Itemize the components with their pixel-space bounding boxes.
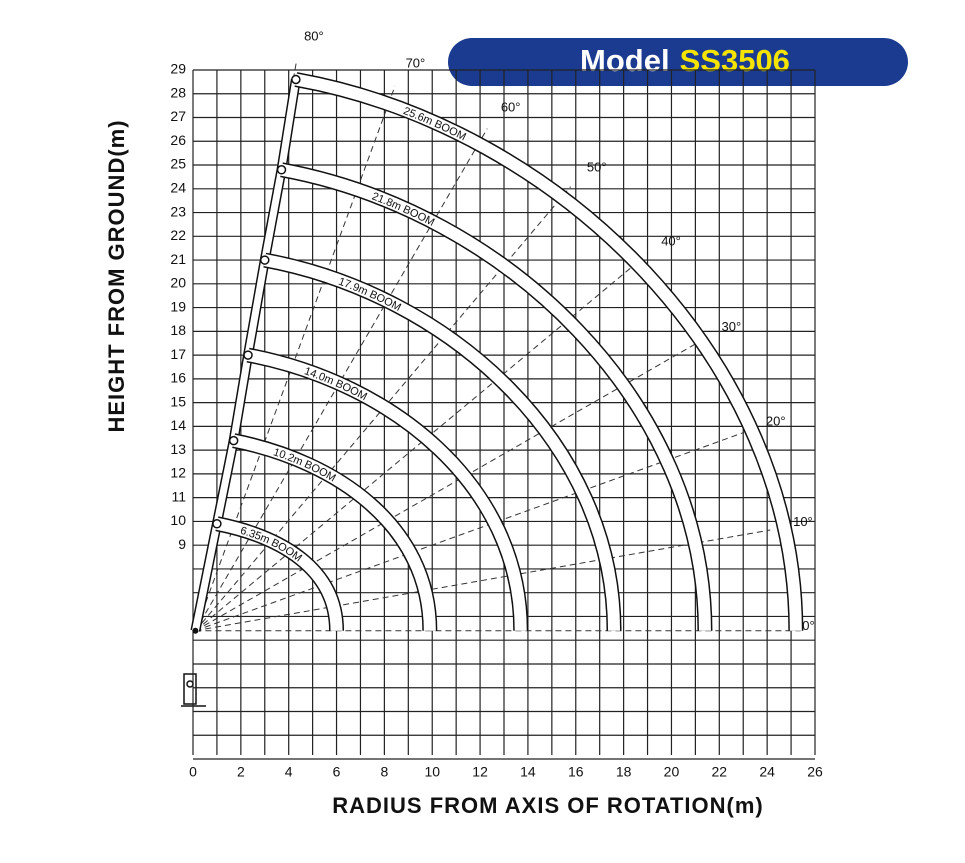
- y-tick-label: 12: [170, 465, 186, 481]
- boom-label-text: 25.6m BOOM: [402, 105, 468, 143]
- x-tick-label: 6: [333, 764, 341, 780]
- boom-tip: [276, 165, 287, 175]
- angle-label: 10°: [793, 514, 813, 529]
- boom-tip: [212, 519, 222, 529]
- angle-label: 60°: [501, 100, 521, 115]
- model-name: SS3506: [680, 43, 790, 78]
- model-title: Model SS3506: [580, 43, 790, 78]
- y-tick-label: 20: [170, 275, 186, 291]
- boom-label: 6.35m BOOM: [239, 525, 304, 565]
- grid: [192, 69, 816, 760]
- boom-section-inner: [213, 439, 238, 525]
- boom-tip: [243, 350, 253, 360]
- boom-section-inner: [261, 169, 285, 261]
- y-tick-label: 9: [178, 536, 186, 552]
- angle-label: 50°: [587, 159, 607, 174]
- boom-label-text: 6.35m BOOM: [239, 525, 304, 565]
- boom-section-inner: [244, 259, 269, 356]
- model-prefix: Model: [580, 43, 670, 78]
- angle-label: 70°: [406, 56, 426, 71]
- boom-arc-outline: [280, 162, 713, 631]
- y-tick-label: 13: [170, 441, 186, 457]
- boom-tip: [228, 435, 239, 446]
- x-tick-label: 22: [712, 764, 728, 780]
- angle-line: [195, 431, 745, 632]
- boom-arc: [294, 73, 802, 631]
- y-axis-title: HEIGHT FROM GROUND(m): [104, 119, 129, 432]
- y-tick-label: 14: [170, 417, 186, 433]
- boom-tip: [260, 255, 270, 265]
- angle-label: 0°: [802, 618, 814, 633]
- x-tick-label: 24: [759, 764, 775, 780]
- y-tick-label: 26: [170, 132, 186, 148]
- x-tick-label: 14: [520, 764, 536, 780]
- boom-section-inner: [230, 354, 252, 442]
- x-tick-label: 0: [189, 764, 197, 780]
- boom-label: 21.8m BOOM: [370, 190, 436, 228]
- x-tick-label: 4: [285, 764, 293, 780]
- x-tick-label: 18: [616, 764, 632, 780]
- base-joint: [186, 680, 194, 688]
- y-tick-label: 28: [170, 84, 186, 100]
- boom-section-inner: [191, 523, 221, 632]
- x-tick-label: 2: [237, 764, 245, 780]
- y-tick-label: 24: [170, 179, 186, 195]
- x-axis-title: RADIUS FROM AXIS OF ROTATION(m): [332, 793, 763, 818]
- boom-label-text: 10.2m BOOM: [272, 446, 338, 484]
- y-tick-label: 16: [170, 370, 186, 386]
- model-badge: [448, 38, 908, 86]
- boom-arc: [246, 349, 527, 631]
- y-tick-label: 21: [170, 251, 186, 267]
- angle-line: [195, 340, 702, 632]
- angle-label: 30°: [721, 319, 741, 334]
- y-tick-label: 22: [170, 227, 186, 243]
- y-tick-label: 29: [170, 61, 186, 77]
- y-tick-label: 23: [170, 203, 186, 219]
- angle-label: 80°: [304, 29, 324, 44]
- y-tick-label: 25: [170, 156, 186, 172]
- angle-label: 40°: [661, 233, 681, 248]
- y-tick-label: 15: [170, 393, 186, 409]
- x-tick-label: 12: [472, 764, 488, 780]
- boom-label-text: 21.8m BOOM: [370, 190, 436, 228]
- boom-tip: [291, 74, 301, 85]
- y-tick-label: 19: [170, 298, 186, 314]
- angle-label: 20°: [766, 413, 786, 428]
- x-tick-label: 10: [424, 764, 440, 780]
- angle-line: [194, 85, 396, 631]
- boom-arc: [280, 163, 711, 631]
- y-tick-label: 11: [171, 488, 186, 504]
- boom-label: 25.6m BOOM: [402, 105, 468, 143]
- boom-section-inner: [278, 78, 300, 171]
- y-tick-label: 27: [170, 108, 186, 124]
- boom-arc: [263, 254, 621, 631]
- x-tick-label: 20: [664, 764, 680, 780]
- boom-arc: [232, 434, 436, 631]
- x-tick-label: 26: [807, 764, 823, 780]
- x-tick-label: 8: [380, 764, 388, 780]
- y-tick-label: 17: [170, 346, 186, 362]
- pivot: [192, 627, 199, 634]
- angle-line: [195, 529, 771, 632]
- x-tick-label: 16: [568, 764, 584, 780]
- boom-arc: [215, 517, 343, 631]
- boom-label: 10.2m BOOM: [272, 446, 338, 484]
- base-column: [183, 673, 197, 705]
- y-tick-label: 18: [170, 322, 186, 338]
- y-tick-label: 10: [170, 512, 186, 528]
